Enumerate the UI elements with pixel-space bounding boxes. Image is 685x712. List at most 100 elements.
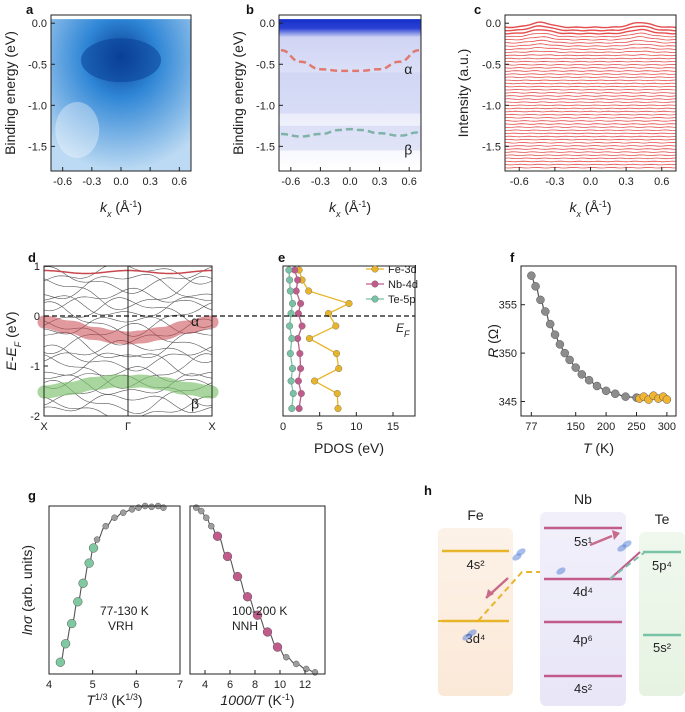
- legend-label: Te-5p: [388, 294, 416, 306]
- edc-curve: [504, 129, 677, 132]
- arrow-right: [589, 534, 613, 547]
- pdos-series-Nb-4d: [291, 266, 306, 413]
- frame-f: [520, 265, 677, 417]
- g-point: [303, 665, 310, 673]
- edc-curve: [504, 76, 677, 79]
- panel-letter-a: a: [26, 2, 34, 17]
- panel-letter-f: f: [510, 250, 515, 265]
- g-point: [198, 507, 205, 515]
- g-curve: [196, 507, 316, 673]
- xtick-label: 10: [274, 679, 286, 691]
- edc-curves: [504, 21, 677, 169]
- energy-column-Nb: Nb 5s¹ 4d⁴ 4p⁶ 4s²: [540, 491, 626, 706]
- g-point: [203, 514, 210, 522]
- g-point: [252, 610, 263, 620]
- xtick-label: 5: [90, 679, 96, 691]
- ytick-label: 350: [499, 348, 517, 360]
- ytick-label: -1.0: [28, 100, 47, 112]
- edc-curve: [505, 79, 677, 82]
- r-point: [531, 282, 540, 291]
- xtick-label: 0.6: [402, 176, 417, 188]
- ytick-label: -1.0: [482, 100, 501, 112]
- edc-curve: [504, 132, 677, 135]
- g-point: [272, 642, 283, 652]
- legend-label: Fe-3d: [388, 264, 417, 276]
- axes-g2: 4 6 8 10 12: [189, 505, 326, 691]
- column-title: Fe: [467, 507, 484, 523]
- ytick-label: -1.0: [256, 100, 275, 112]
- xtick-label: 150: [567, 421, 585, 433]
- edc-curve: [504, 36, 677, 41]
- band-β: [280, 127, 420, 138]
- ytick-label: -0.5: [482, 59, 501, 71]
- ytick-label: -1.5: [256, 141, 275, 153]
- edc-curve: [504, 32, 677, 38]
- pdos-point: [294, 276, 302, 284]
- axes-d: X Γ X 1 0 -1 -2: [30, 261, 216, 433]
- r-series-low-T: [527, 271, 641, 402]
- xtick-label: 4: [202, 679, 208, 691]
- pdos-point: [294, 377, 302, 385]
- r-point: [601, 386, 611, 396]
- label-beta-d: β: [191, 396, 199, 412]
- pdos-point: [286, 287, 294, 295]
- edc-curve: [504, 28, 677, 35]
- xtick-label: 250: [627, 421, 645, 433]
- edc-curve: [504, 57, 677, 60]
- pdos-point: [297, 390, 305, 398]
- r-point: [545, 319, 555, 329]
- edc-curve: [504, 107, 677, 110]
- legend-marker: [371, 295, 379, 303]
- edc-curve: [504, 110, 677, 113]
- edc-curve: [504, 160, 677, 163]
- ytick-label: -1: [30, 361, 40, 373]
- r-point: [662, 395, 672, 404]
- xlabel-g1: T1/3 (K1/3): [86, 692, 142, 708]
- panel-letter-g: g: [28, 488, 36, 503]
- frame-g1: [48, 505, 181, 675]
- vrh-range: 77-130 K: [100, 604, 149, 618]
- edc-curve: [504, 126, 677, 128]
- pdos-point: [294, 310, 302, 318]
- pdos-point: [292, 287, 300, 295]
- pdos-point: [287, 377, 295, 385]
- ytick-label: 0: [34, 311, 40, 323]
- xlabel-g2: 1000/T (K-1): [220, 692, 294, 708]
- pdos-point: [286, 276, 294, 284]
- ylabel-g: lnσ (arb. units): [19, 545, 35, 635]
- g-point: [55, 657, 66, 667]
- g-point: [242, 592, 253, 602]
- legend-e: Fe-3d Nb-4d Te-5p: [366, 264, 418, 306]
- ytick-label: 1: [34, 261, 40, 273]
- edc-curve: [504, 21, 677, 29]
- xtick-label: 0.3: [143, 176, 158, 188]
- r-point: [577, 370, 587, 379]
- pdos-point: [305, 335, 313, 343]
- xtick-label: 0.0: [342, 176, 357, 188]
- axes-f: 77 150 200 250 300 345 350 355: [499, 265, 677, 433]
- axes-e: 0 5 10 15: [280, 265, 416, 433]
- panel-letter-h: h: [424, 483, 432, 498]
- arrow-right-head: [612, 530, 620, 540]
- pdos-point: [333, 350, 341, 358]
- edc-curve: [504, 148, 677, 150]
- xtick-label: 77: [525, 421, 537, 433]
- edc-curve: [504, 85, 677, 88]
- legend-label: Nb-4d: [388, 279, 418, 291]
- edc-curve: [505, 70, 677, 72]
- ytick-label: -2: [30, 411, 40, 423]
- fermi-label: EF: [396, 321, 410, 339]
- edc-curve: [504, 98, 677, 100]
- edc-curve: [504, 135, 677, 138]
- g-point: [78, 578, 88, 588]
- edc-curve: [504, 67, 677, 69]
- column-bg: [639, 532, 685, 696]
- xtick-label: 0.6: [654, 176, 669, 188]
- column-title: Te: [655, 511, 670, 527]
- xtick-label: 8: [252, 679, 258, 691]
- ytick-label: 0.0: [32, 18, 47, 30]
- xtick-label: -0.6: [510, 176, 529, 188]
- column-bg: [540, 512, 626, 706]
- frame-g2: [189, 505, 326, 675]
